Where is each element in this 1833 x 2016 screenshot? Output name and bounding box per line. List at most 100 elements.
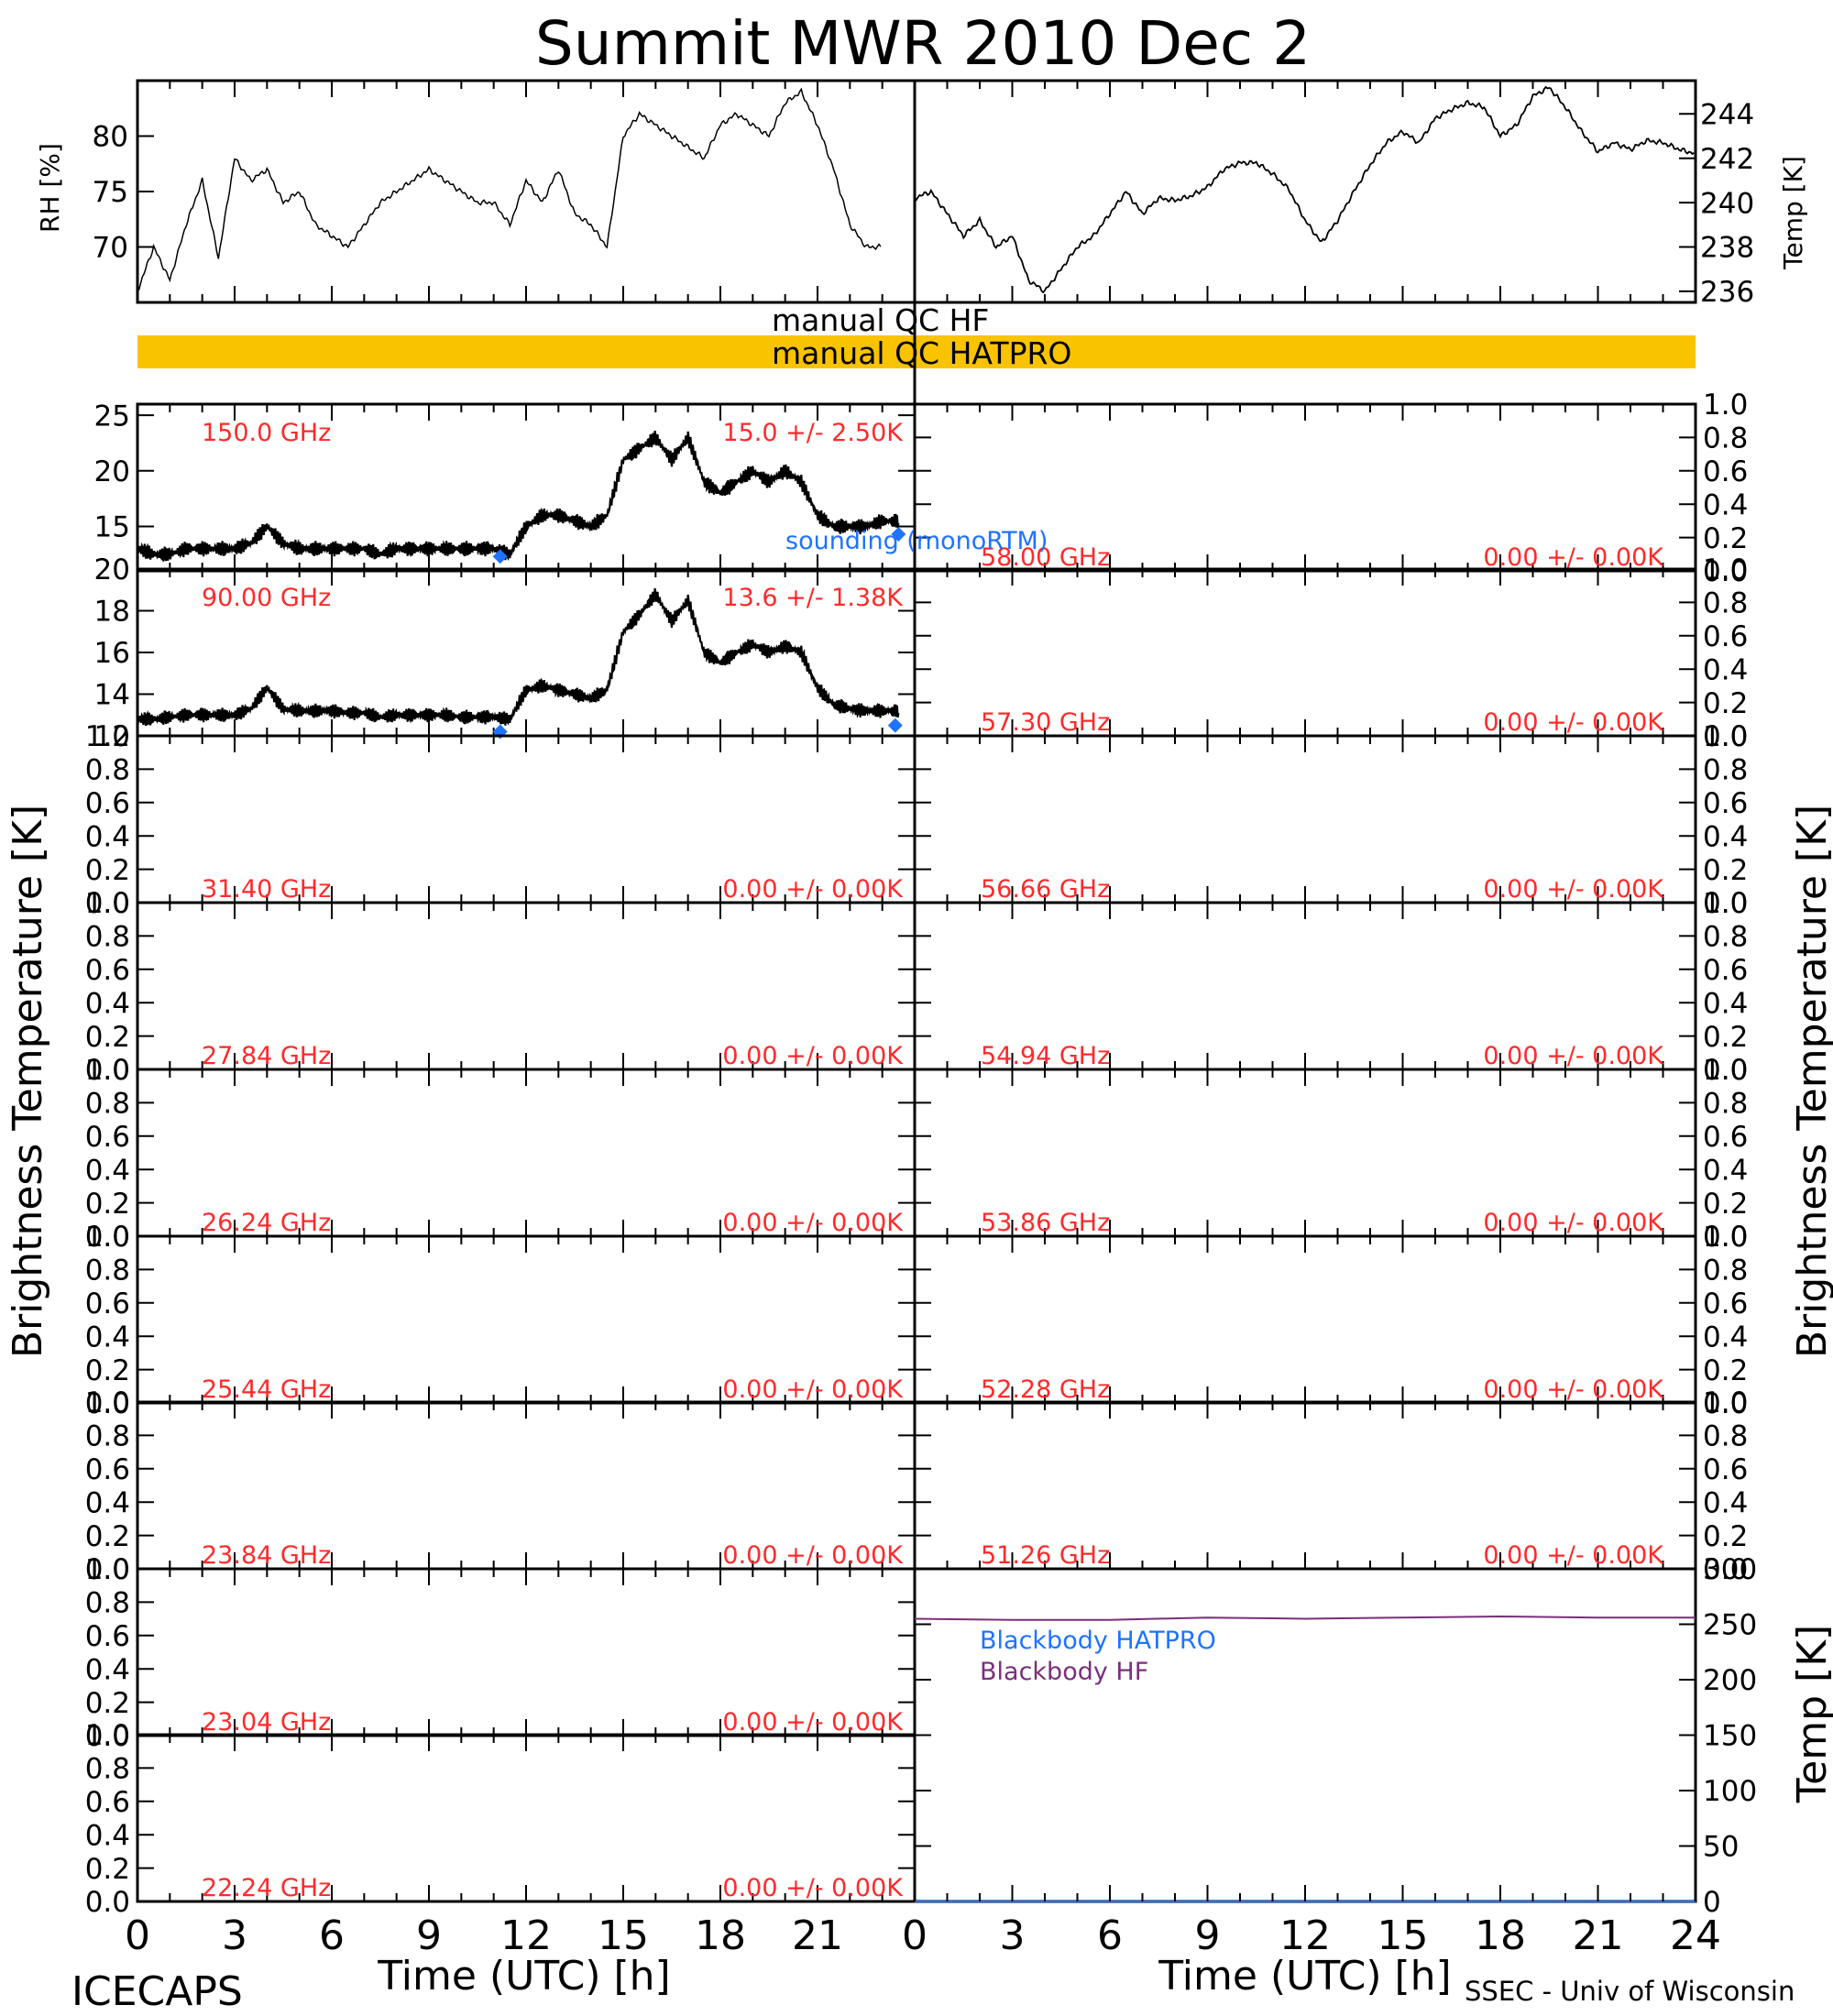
channel-panel-ch5494: 0.00.20.40.60.81.054.94 GHz 0.00 +/- 0.00… — [913, 887, 1748, 1087]
time-tick-labels: 0 0 3 3 6 6 9 9 12 12 15 15 18 18 21 21 24 — [125, 1912, 1721, 1959]
y-tick-label: 75 — [93, 176, 128, 209]
y-tick-label: 0.8 — [85, 1587, 130, 1620]
y-tick-label: 0.0 — [85, 1221, 130, 1254]
x-tick-label: 24 — [1670, 1912, 1721, 1959]
channel-panel-ch5386: 0.00.20.40.60.81.053.86 GHz 0.00 +/- 0.00… — [913, 1054, 1748, 1254]
channel-stats-label: 0.00 +/- 0.00K — [1483, 1541, 1664, 1570]
y-tick-label: 0.0 — [1703, 1387, 1748, 1420]
y-tick-label: 0.6 — [85, 954, 130, 987]
y-tick-label: 70 — [93, 232, 128, 265]
y-tick-label: 0.6 — [85, 787, 130, 820]
y-tick-label: 0.0 — [85, 887, 130, 920]
tb-line — [137, 587, 900, 727]
x-tick-label: 21 — [792, 1912, 843, 1959]
y-tick-label: 0.0 — [85, 1886, 130, 1919]
channel-panel-ch2384: 0.00.20.40.60.81.023.84 GHz 0.00 +/- 0.00… — [85, 1386, 916, 1586]
y-tick-label: 0.6 — [85, 1121, 130, 1154]
y-tick-label: 0.2 — [1703, 1520, 1748, 1553]
y-tick-label: 25 — [94, 400, 130, 433]
y-tick-label: 1.0 — [85, 1054, 130, 1087]
y-tick-label: 0.6 — [1703, 455, 1748, 488]
channel-stats-label: 0.00 +/- 0.00K — [1483, 1042, 1664, 1070]
y-axis-title-left: Brightness Temperature [K] — [5, 805, 51, 1358]
y-tick-label: 0.2 — [85, 854, 130, 887]
channel-freq-label: 57.30 GHz — [981, 708, 1110, 737]
rh-line — [137, 87, 882, 292]
y-tick-label: 1.0 — [1703, 887, 1748, 920]
y-tick-label: 14 — [94, 679, 130, 712]
y-tick-label: 0.6 — [1703, 1121, 1748, 1154]
channel-stats-label: 0.00 +/- 0.00K — [1483, 1375, 1664, 1404]
y-tick-label: 0.8 — [1703, 1420, 1748, 1453]
y-tick-label: 1.0 — [85, 1719, 130, 1752]
y-tick-label: 0.4 — [1703, 820, 1748, 853]
channel-stats-label: 0.00 +/- 0.00K — [1483, 1209, 1664, 1237]
channel-freq-label: 150.0 GHz — [202, 419, 331, 447]
y-tick-label: 0.0 — [1703, 555, 1748, 588]
y-tick-label: 0.0 — [85, 1553, 130, 1586]
y-tick-label: 1.0 — [1703, 1054, 1748, 1087]
x-tick-label: 6 — [319, 1912, 345, 1959]
channel-freq-label: 90.00 GHz — [202, 584, 331, 612]
channel-panel-ch2224: 0.00.20.40.60.81.022.24 GHz 0.00 +/- 0.00… — [85, 1719, 916, 1919]
channel-freq-label: 56.66 GHz — [981, 875, 1110, 904]
rh-axis-title: RH [%] — [35, 143, 65, 233]
sounding-marker — [492, 549, 508, 564]
y-tick-label: 0.4 — [85, 1653, 130, 1686]
channel-stats-label: 0.00 +/- 0.00K — [722, 1042, 904, 1070]
channel-stats-label: 15.0 +/- 2.50K — [722, 419, 904, 447]
blackbody-hf-line — [914, 1615, 1696, 1621]
y-tick-label: 0.2 — [85, 1354, 130, 1387]
channel-panel-ch5666: 0.00.20.40.60.81.056.66 GHz 0.00 +/- 0.00… — [913, 720, 1748, 920]
y-tick-label: 300 — [1703, 1553, 1757, 1586]
y-tick-label: 0.0 — [1703, 1553, 1748, 1586]
y-tick-label: 0.8 — [85, 1753, 130, 1786]
channel-panel-ch90: 12 14 16 18 20 90.00 GHz 13.6 +/- 1.38K — [94, 553, 916, 753]
y-tick-label: 0.8 — [1703, 422, 1748, 455]
y-tick-label: 0.2 — [85, 1188, 130, 1221]
y-tick-label: 0.0 — [1703, 1221, 1748, 1254]
y-tick-label: 0.2 — [85, 1520, 130, 1553]
sounding-marker — [891, 526, 906, 542]
y-tick-label: 0.8 — [1703, 754, 1748, 787]
y-tick-label: 0.8 — [1703, 1255, 1748, 1287]
footer-left-label: ICECAPS — [71, 1968, 243, 2015]
x-tick-label: 0 — [902, 1912, 927, 1959]
y-tick-label: 0.6 — [1703, 1287, 1748, 1320]
y-tick-label: 238 — [1700, 232, 1754, 265]
y-tick-label: 1.0 — [1703, 720, 1748, 753]
x-tick-label: 9 — [1195, 1912, 1221, 1959]
channel-panel-ch2304: 0.00.20.40.60.81.023.04 GHz 0.00 +/- 0.00… — [85, 1553, 916, 1753]
channel-stats-label: 0.00 +/- 0.00K — [722, 1874, 904, 1902]
y-tick-label: 1.0 — [85, 1221, 130, 1254]
channel-stats-label: 0.00 +/- 0.00K — [722, 875, 904, 904]
y-tick-label: 200 — [1703, 1664, 1757, 1697]
x-axis-title-right: Time (UTC) [h] — [1158, 1953, 1451, 2000]
y-tick-label: 0.4 — [1703, 1320, 1748, 1353]
y-tick-label: 0.2 — [1703, 1188, 1748, 1221]
y-tick-label: 50 — [1703, 1831, 1739, 1864]
y-tick-label: 0.2 — [1703, 854, 1748, 887]
y-tick-label: 150 — [1703, 1720, 1757, 1753]
y-tick-label: 0.4 — [1703, 1154, 1748, 1187]
channel-freq-label: 25.44 GHz — [202, 1375, 331, 1404]
y-tick-label: 0.6 — [85, 1453, 130, 1486]
y-tick-label: 0.4 — [85, 1819, 130, 1852]
y-tick-label: 0.4 — [1703, 1486, 1748, 1519]
y-tick-label: 0 — [1703, 1886, 1721, 1919]
channel-panel-ch5228: 0.00.20.40.60.81.052.28 GHz 0.00 +/- 0.00… — [913, 1221, 1748, 1420]
y-tick-label: 0.0 — [1703, 887, 1748, 920]
y-tick-label: 0.4 — [85, 820, 130, 853]
channel-freq-label: 22.24 GHz — [202, 1874, 331, 1902]
y-tick-label: 0.8 — [85, 1088, 130, 1121]
y-tick-label: 1.0 — [1703, 389, 1748, 422]
met-frame — [136, 79, 1697, 304]
y-tick-label: 0.8 — [85, 1255, 130, 1287]
y-tick-label: 1.0 — [85, 1553, 130, 1586]
y-tick-label: 0.4 — [85, 1320, 130, 1353]
channel-panel-ch2624: 0.00.20.40.60.81.026.24 GHz 0.00 +/- 0.00… — [85, 1054, 916, 1254]
blackbody-hatpro-legend: Blackbody HATPRO — [980, 1627, 1216, 1655]
channel-panel-ch2544: 0.00.20.40.60.81.025.44 GHz 0.00 +/- 0.00… — [85, 1221, 916, 1420]
channel-panel-ch5126: 0.00.20.40.60.81.051.26 GHz 0.00 +/- 0.00… — [913, 1386, 1748, 1586]
y-tick-label: 100 — [1703, 1775, 1757, 1808]
